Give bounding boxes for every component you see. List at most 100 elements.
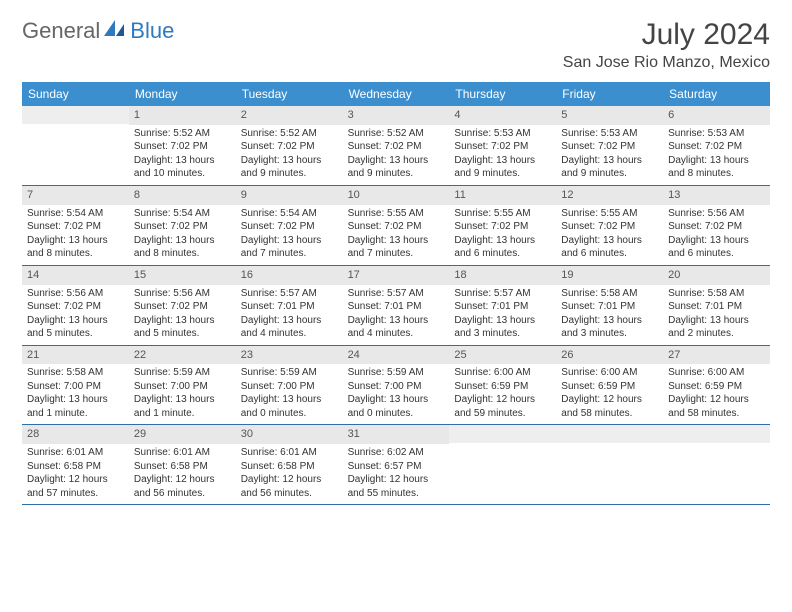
daylight1-text: Daylight: 13 hours: [561, 154, 658, 168]
daylight1-text: Daylight: 13 hours: [241, 393, 338, 407]
daylight2-text: and 9 minutes.: [454, 167, 551, 181]
daylight1-text: Daylight: 13 hours: [668, 154, 765, 168]
daylight2-text: and 57 minutes.: [27, 487, 124, 501]
sunrise-text: Sunrise: 5:52 AM: [241, 127, 338, 141]
daylight1-text: Daylight: 13 hours: [561, 314, 658, 328]
daylight2-text: and 1 minute.: [27, 407, 124, 421]
daylight1-text: Daylight: 13 hours: [668, 234, 765, 248]
calendar-cell: 14 Sunrise: 5:56 AMSunset: 7:02 PMDayligh…: [22, 266, 129, 345]
sunrise-text: Sunrise: 5:56 AM: [27, 287, 124, 301]
week-row: 28Sunrise: 6:01 AMSunset: 6:58 PMDayligh…: [22, 425, 770, 505]
sunrise-text: Sunrise: 6:01 AM: [27, 446, 124, 460]
cell-body: Sunrise: 5:53 AMSunset: 7:02 PMDaylight:…: [663, 125, 770, 185]
cell-body: Sunrise: 5:54 AMSunset: 7:02 PMDaylight:…: [236, 205, 343, 265]
calendar-cell: 17Sunrise: 5:57 AMSunset: 7:01 PMDayligh…: [343, 266, 450, 345]
sunset-text: Sunset: 7:02 PM: [561, 140, 658, 154]
cell-body: Sunrise: 6:00 AMSunset: 6:59 PMDaylight:…: [556, 364, 663, 424]
daylight2-text: and 0 minutes.: [241, 407, 338, 421]
sunset-text: Sunset: 7:02 PM: [27, 300, 124, 314]
daylight1-text: Daylight: 12 hours: [668, 393, 765, 407]
day-number: [663, 425, 770, 443]
week-row: 21Sunrise: 5:58 AMSunset: 7:00 PMDayligh…: [22, 346, 770, 426]
cell-body: Sunrise: 6:02 AMSunset: 6:57 PMDaylight:…: [343, 444, 450, 504]
day-header: Saturday: [663, 82, 770, 106]
sunset-text: Sunset: 6:57 PM: [348, 460, 445, 474]
sunset-text: Sunset: 7:02 PM: [348, 140, 445, 154]
daylight2-text: and 7 minutes.: [241, 247, 338, 261]
daylight2-text: and 9 minutes.: [241, 167, 338, 181]
sunrise-text: Sunrise: 5:57 AM: [454, 287, 551, 301]
cell-body: Sunrise: 5:56 AMSunset: 7:02 PMDaylight:…: [129, 285, 236, 345]
sunrise-text: Sunrise: 5:58 AM: [668, 287, 765, 301]
cell-body: Sunrise: 5:54 AMSunset: 7:02 PMDaylight:…: [22, 205, 129, 265]
sunset-text: Sunset: 7:01 PM: [348, 300, 445, 314]
daylight2-text: and 8 minutes.: [134, 247, 231, 261]
sunrise-text: Sunrise: 5:54 AM: [27, 207, 124, 221]
day-number: 5: [556, 106, 663, 125]
calendar-cell: 13Sunrise: 5:56 AMSunset: 7:02 PMDayligh…: [663, 186, 770, 265]
day-number: 19: [556, 266, 663, 285]
daylight2-text: and 4 minutes.: [241, 327, 338, 341]
calendar-cell: [556, 425, 663, 504]
daylight2-text: and 59 minutes.: [454, 407, 551, 421]
daylight1-text: Daylight: 12 hours: [134, 473, 231, 487]
sunrise-text: Sunrise: 6:00 AM: [454, 366, 551, 380]
daylight1-text: Daylight: 13 hours: [27, 314, 124, 328]
sunrise-text: Sunrise: 5:55 AM: [561, 207, 658, 221]
daylight2-text: and 56 minutes.: [241, 487, 338, 501]
sunset-text: Sunset: 7:00 PM: [348, 380, 445, 394]
day-number: 28: [22, 425, 129, 444]
daylight2-text: and 7 minutes.: [348, 247, 445, 261]
calendar-cell: 19Sunrise: 5:58 AMSunset: 7:01 PMDayligh…: [556, 266, 663, 345]
calendar-cell: 22Sunrise: 5:59 AMSunset: 7:00 PMDayligh…: [129, 346, 236, 425]
day-header: Sunday: [22, 82, 129, 106]
calendar-cell: 4Sunrise: 5:53 AMSunset: 7:02 PMDaylight…: [449, 106, 556, 185]
day-number: 27: [663, 346, 770, 365]
daylight1-text: Daylight: 13 hours: [348, 314, 445, 328]
sunset-text: Sunset: 6:59 PM: [454, 380, 551, 394]
calendar-cell: 29Sunrise: 6:01 AMSunset: 6:58 PMDayligh…: [129, 425, 236, 504]
calendar-cell: 18Sunrise: 5:57 AMSunset: 7:01 PMDayligh…: [449, 266, 556, 345]
calendar-cell: 21Sunrise: 5:58 AMSunset: 7:00 PMDayligh…: [22, 346, 129, 425]
day-header: Tuesday: [236, 82, 343, 106]
calendar-cell: 26Sunrise: 6:00 AMSunset: 6:59 PMDayligh…: [556, 346, 663, 425]
cell-body: Sunrise: 5:52 AMSunset: 7:02 PMDaylight:…: [129, 125, 236, 185]
daylight2-text: and 56 minutes.: [134, 487, 231, 501]
calendar-cell: 23Sunrise: 5:59 AMSunset: 7:00 PMDayligh…: [236, 346, 343, 425]
sunset-text: Sunset: 6:58 PM: [27, 460, 124, 474]
sunrise-text: Sunrise: 6:01 AM: [241, 446, 338, 460]
day-number: 21: [22, 346, 129, 365]
daylight1-text: Daylight: 13 hours: [241, 314, 338, 328]
day-number: 2: [236, 106, 343, 125]
cell-body: Sunrise: 5:55 AMSunset: 7:02 PMDaylight:…: [449, 205, 556, 265]
calendar-cell: 31Sunrise: 6:02 AMSunset: 6:57 PMDayligh…: [343, 425, 450, 504]
sunrise-text: Sunrise: 6:00 AM: [668, 366, 765, 380]
daylight2-text: and 0 minutes.: [348, 407, 445, 421]
sunrise-text: Sunrise: 5:55 AM: [348, 207, 445, 221]
sunset-text: Sunset: 7:00 PM: [241, 380, 338, 394]
sunrise-text: Sunrise: 5:58 AM: [561, 287, 658, 301]
daylight2-text: and 6 minutes.: [668, 247, 765, 261]
day-number: 1: [129, 106, 236, 125]
sunrise-text: Sunrise: 5:59 AM: [134, 366, 231, 380]
sunrise-text: Sunrise: 5:56 AM: [668, 207, 765, 221]
day-header: Thursday: [449, 82, 556, 106]
day-number: 4: [449, 106, 556, 125]
day-number: 17: [343, 266, 450, 285]
calendar-cell: 1Sunrise: 5:52 AMSunset: 7:02 PMDaylight…: [129, 106, 236, 185]
daylight2-text: and 9 minutes.: [561, 167, 658, 181]
week-row: 14Sunrise: 5:56 AMSunset: 7:02 PMDayligh…: [22, 266, 770, 346]
cell-body: Sunrise: 5:55 AMSunset: 7:02 PMDaylight:…: [556, 205, 663, 265]
day-number: 30: [236, 425, 343, 444]
daylight1-text: Daylight: 12 hours: [241, 473, 338, 487]
cell-body: Sunrise: 6:01 AMSunset: 6:58 PMDaylight:…: [236, 444, 343, 504]
day-number: 29: [129, 425, 236, 444]
cell-body: Sunrise: 5:58 AMSunset: 7:01 PMDaylight:…: [556, 285, 663, 345]
sunset-text: Sunset: 6:59 PM: [561, 380, 658, 394]
sunrise-text: Sunrise: 5:59 AM: [241, 366, 338, 380]
day-number: 6: [663, 106, 770, 125]
day-number: 14: [22, 266, 129, 285]
daylight1-text: Daylight: 13 hours: [27, 234, 124, 248]
sunset-text: Sunset: 7:02 PM: [134, 220, 231, 234]
cell-body: Sunrise: 5:59 AMSunset: 7:00 PMDaylight:…: [343, 364, 450, 424]
